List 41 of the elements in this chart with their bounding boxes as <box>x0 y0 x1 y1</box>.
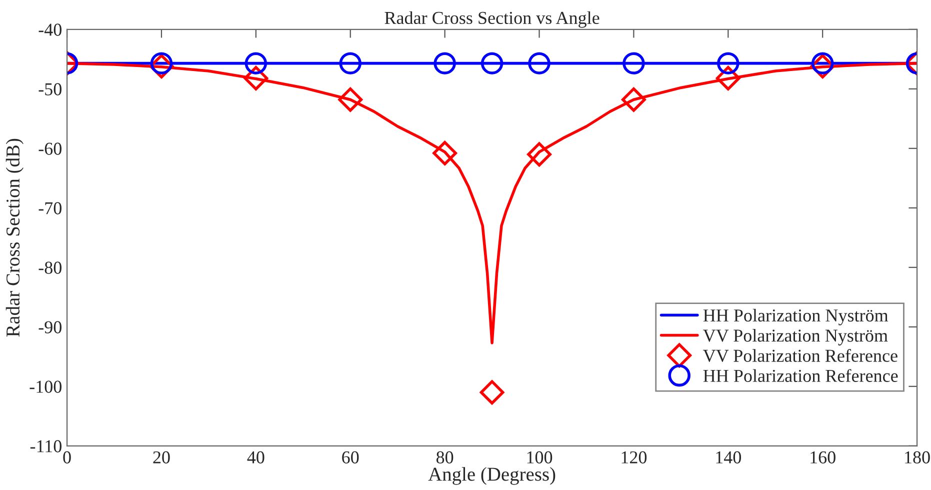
x-tick-label: 120 <box>622 451 647 464</box>
x-tick-label: 180 <box>905 451 930 464</box>
point <box>622 52 645 74</box>
y-axis-title: Radar Cross Section (dB) <box>6 138 24 337</box>
point <box>244 66 268 90</box>
y-tick-label: -70 <box>38 202 62 214</box>
chart-title: Radar Cross Section vs Angle <box>384 11 600 28</box>
x-tick-label: 60 <box>342 451 359 464</box>
point <box>338 87 363 112</box>
point <box>717 52 740 74</box>
x-tick-label: 0 <box>63 451 71 464</box>
legend-label: HH Polarization Nyström <box>703 308 888 326</box>
y-tick-label: -110 <box>30 440 62 452</box>
x-tick-label: 40 <box>247 451 264 464</box>
point <box>432 140 458 166</box>
point <box>527 142 552 167</box>
point <box>244 52 268 74</box>
x-axis-title: Angle (Degress) <box>428 467 556 485</box>
x-tick-label: 80 <box>436 451 454 464</box>
point <box>150 52 173 74</box>
y-tick-label: -80 <box>38 262 62 274</box>
x-tick-label: 20 <box>153 451 170 464</box>
x-tick-label: 100 <box>527 451 552 464</box>
y-tick-label: -60 <box>38 142 62 155</box>
legend-label: VV Polarization Reference <box>703 348 898 362</box>
y-tick-label: -50 <box>38 83 62 96</box>
legend-label: HH Polarization Reference <box>703 369 898 382</box>
y-tick-label: -100 <box>30 380 62 393</box>
y-tick-label: -90 <box>38 321 62 334</box>
point <box>622 87 646 112</box>
point <box>339 52 362 74</box>
point <box>811 52 834 74</box>
point <box>480 52 504 74</box>
x-tick-label: 140 <box>716 451 741 464</box>
point <box>434 52 456 74</box>
point <box>716 66 740 90</box>
y-tick-label: -40 <box>38 24 62 36</box>
x-tick-label: 160 <box>810 451 836 464</box>
legend-label: VV Polarization Nyström <box>703 329 888 346</box>
point <box>528 52 550 74</box>
point <box>480 380 504 405</box>
